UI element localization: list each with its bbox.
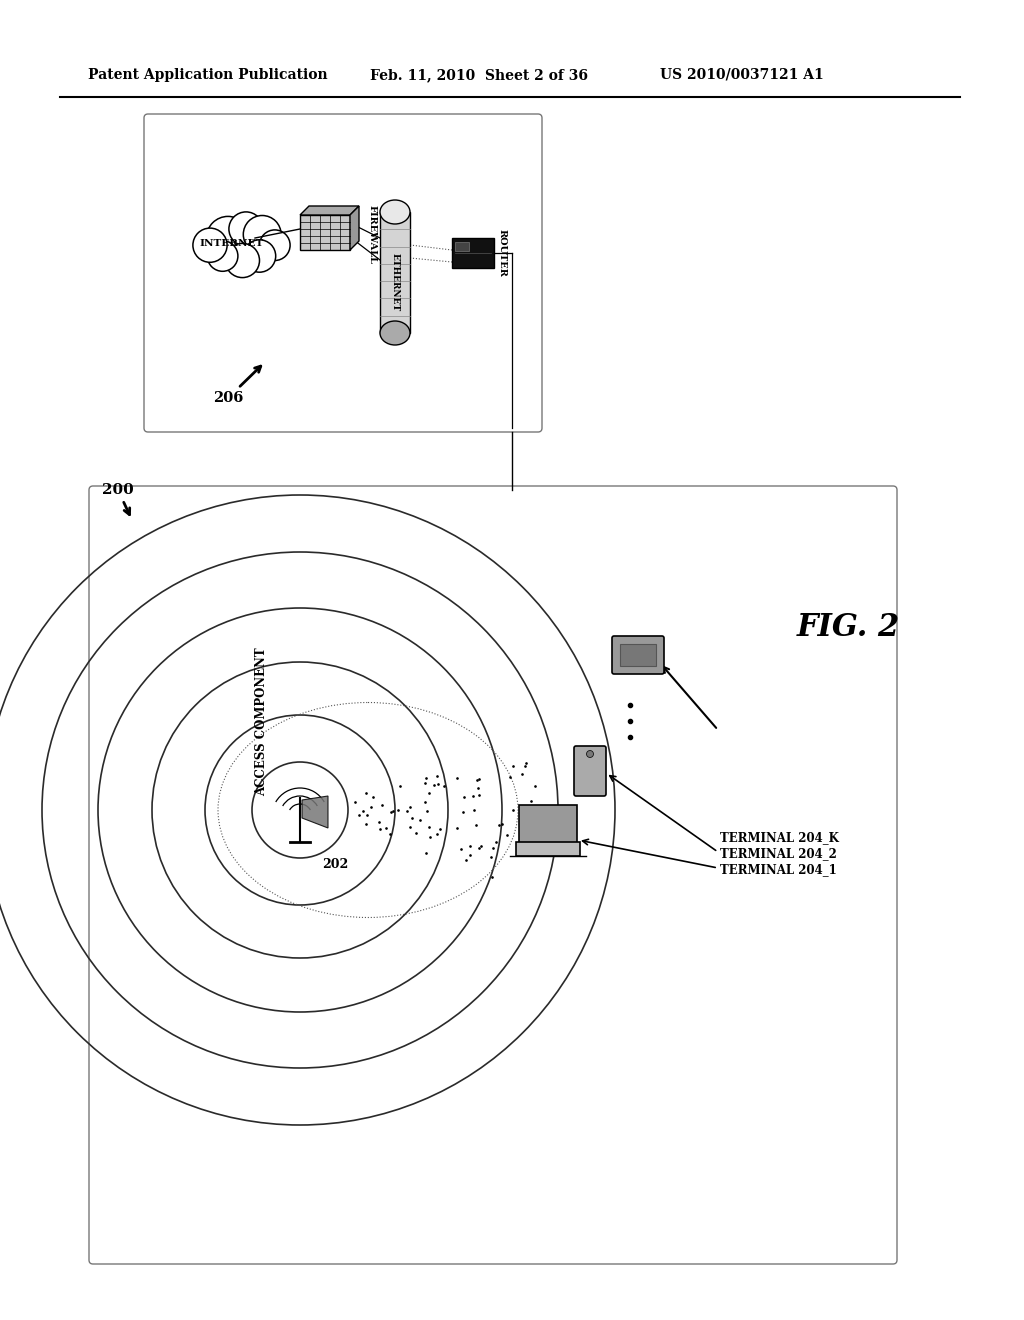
FancyBboxPatch shape bbox=[620, 644, 656, 667]
Circle shape bbox=[225, 243, 259, 277]
Ellipse shape bbox=[380, 201, 410, 224]
Text: FIREWALL: FIREWALL bbox=[368, 205, 377, 264]
FancyBboxPatch shape bbox=[380, 213, 410, 333]
Text: 200: 200 bbox=[102, 483, 134, 515]
FancyBboxPatch shape bbox=[612, 636, 664, 675]
Circle shape bbox=[193, 228, 227, 263]
Text: Feb. 11, 2010  Sheet 2 of 36: Feb. 11, 2010 Sheet 2 of 36 bbox=[370, 69, 588, 82]
Circle shape bbox=[244, 240, 275, 272]
Text: ETHERNET: ETHERNET bbox=[390, 253, 399, 312]
Text: 202: 202 bbox=[322, 858, 348, 871]
Polygon shape bbox=[300, 206, 359, 215]
FancyBboxPatch shape bbox=[89, 486, 897, 1265]
Text: INTERNET: INTERNET bbox=[200, 239, 264, 248]
Circle shape bbox=[259, 230, 290, 260]
Text: ROUTER: ROUTER bbox=[498, 230, 507, 277]
Polygon shape bbox=[302, 796, 328, 828]
Text: ACCESS COMPONENT: ACCESS COMPONENT bbox=[256, 648, 268, 796]
FancyBboxPatch shape bbox=[452, 238, 494, 268]
Text: TERMINAL 204_K: TERMINAL 204_K bbox=[720, 832, 839, 845]
FancyBboxPatch shape bbox=[519, 805, 577, 843]
FancyBboxPatch shape bbox=[516, 842, 580, 855]
FancyBboxPatch shape bbox=[455, 242, 469, 251]
Circle shape bbox=[207, 216, 250, 260]
Circle shape bbox=[207, 240, 238, 272]
Text: Patent Application Publication: Patent Application Publication bbox=[88, 69, 328, 82]
Text: TERMINAL 204_2: TERMINAL 204_2 bbox=[720, 847, 837, 861]
Polygon shape bbox=[350, 206, 359, 249]
FancyBboxPatch shape bbox=[300, 215, 350, 249]
FancyBboxPatch shape bbox=[574, 746, 606, 796]
Circle shape bbox=[587, 751, 594, 758]
Text: 206: 206 bbox=[213, 366, 261, 405]
FancyBboxPatch shape bbox=[144, 114, 542, 432]
Ellipse shape bbox=[380, 321, 410, 345]
Text: TERMINAL 204_1: TERMINAL 204_1 bbox=[720, 863, 837, 876]
Circle shape bbox=[229, 213, 263, 246]
Text: US 2010/0037121 A1: US 2010/0037121 A1 bbox=[660, 69, 823, 82]
Text: FIG. 2: FIG. 2 bbox=[797, 612, 900, 644]
Circle shape bbox=[244, 215, 282, 253]
